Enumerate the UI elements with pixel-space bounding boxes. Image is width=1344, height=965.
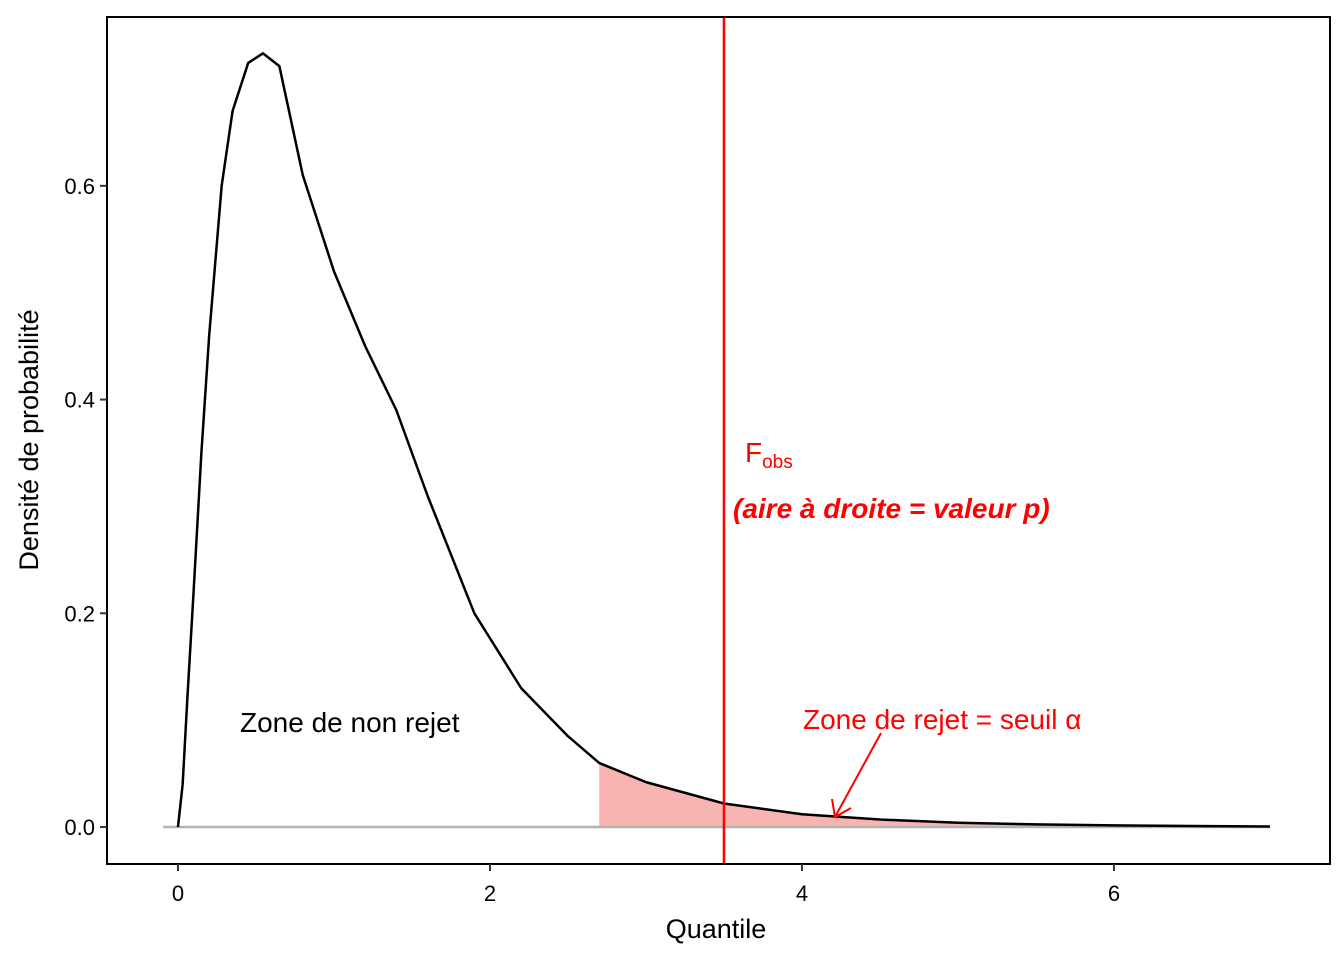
plot-border xyxy=(106,16,1331,865)
y-tick-label: 0.6 xyxy=(64,174,95,199)
annotation: Fobs xyxy=(745,437,793,473)
density-curve xyxy=(176,52,1270,828)
annotation: F xyxy=(745,437,762,468)
arrow xyxy=(834,732,882,818)
x-tick-label: 4 xyxy=(796,881,808,906)
rejection-area xyxy=(599,762,1270,828)
x-tick-label: 2 xyxy=(484,881,496,906)
y-tick-label: 0.0 xyxy=(64,815,95,840)
annotation: Zone de rejet = seuil α xyxy=(803,704,1081,735)
y-tick-label: 0.4 xyxy=(64,388,95,413)
x-tick-label: 0 xyxy=(172,881,184,906)
annotation: (aire à droite = valeur p) xyxy=(733,493,1050,524)
y-axis-label: Densité de probabilité xyxy=(14,309,44,570)
annotation: obs xyxy=(762,452,793,473)
x-axis-label: Quantile xyxy=(666,914,767,944)
y-tick-label: 0.2 xyxy=(64,601,95,626)
x-tick-label: 6 xyxy=(1108,881,1120,906)
arrow-head xyxy=(831,798,852,819)
plot-area xyxy=(162,17,1270,864)
annotation: Zone de non rejet xyxy=(240,707,460,738)
